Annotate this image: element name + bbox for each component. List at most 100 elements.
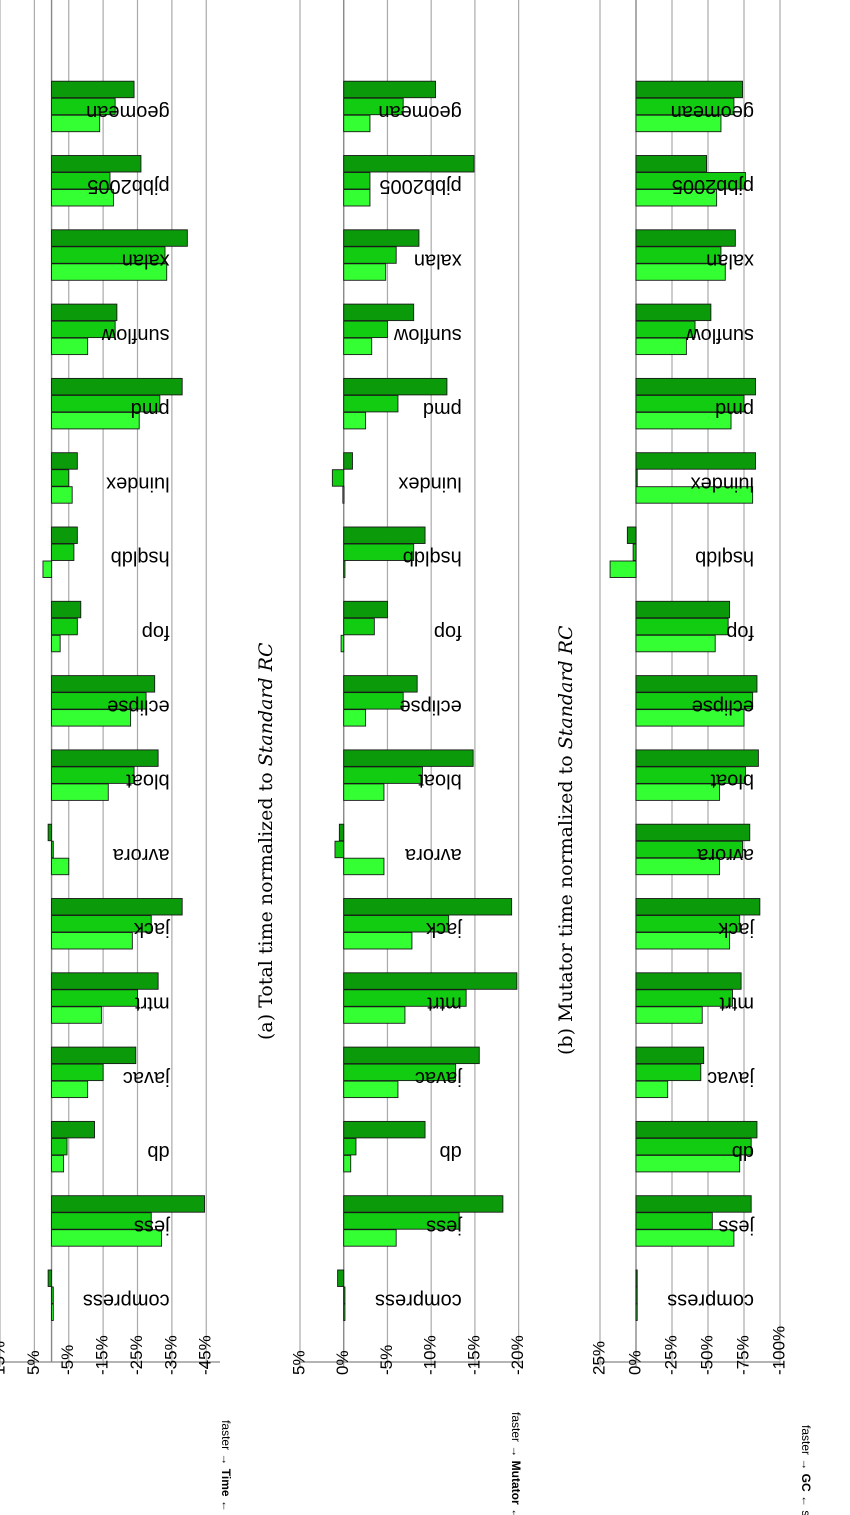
bar-mid-db bbox=[635, 1137, 752, 1156]
bar-mid-avrora bbox=[334, 840, 345, 859]
category-label-fop: fop bbox=[142, 621, 170, 643]
category-label-bloat: bloat bbox=[126, 770, 170, 792]
bar-dark-avrora bbox=[47, 823, 53, 842]
bar-mid-geomean bbox=[343, 97, 404, 116]
bar-light-luindex bbox=[51, 486, 73, 504]
bar-dark-xalan bbox=[343, 229, 420, 247]
tick-label: -5% bbox=[58, 1345, 77, 1375]
tick-label: -5% bbox=[377, 1345, 396, 1375]
bar-mid-geomean bbox=[51, 97, 116, 116]
bar-light-hsqldb bbox=[343, 560, 346, 578]
bar-light-eclipse bbox=[343, 709, 367, 727]
bar-light-hsqldb bbox=[42, 560, 53, 578]
bar-mid-sunflow bbox=[343, 320, 388, 339]
bar-light-compress bbox=[51, 1303, 54, 1321]
tick-label: 25% bbox=[589, 1341, 608, 1375]
category-label-jess: jess bbox=[426, 1215, 463, 1237]
bar-light-xalan bbox=[51, 263, 168, 281]
tick-label: -100% bbox=[769, 1326, 788, 1375]
category-label-pmd: pmd bbox=[715, 398, 754, 420]
bar-light-compress bbox=[635, 1303, 638, 1321]
bar-light-geomean bbox=[51, 114, 101, 133]
bar-mid-hsqldb bbox=[343, 543, 415, 561]
bar-light-pmd bbox=[51, 411, 140, 430]
bar-mid-jess bbox=[51, 1212, 152, 1230]
bar-light-fop bbox=[51, 634, 61, 653]
category-label-sunflow: sunflow bbox=[686, 324, 754, 346]
bar-dark-hsqldb bbox=[343, 526, 426, 544]
bar-mid-jack bbox=[51, 915, 152, 933]
bar-dark-db bbox=[343, 1120, 426, 1139]
bar-light-fop bbox=[635, 634, 716, 653]
bar-light-sunflow bbox=[343, 337, 373, 356]
bar-dark-compress bbox=[47, 1269, 53, 1287]
bar-dark-luindex bbox=[635, 452, 756, 470]
bar-dark-mtrt bbox=[51, 972, 159, 990]
bar-dark-xalan bbox=[635, 229, 736, 247]
category-label-geomean: geomean bbox=[671, 101, 754, 123]
bar-dark-compress bbox=[337, 1269, 345, 1287]
category-label-pmd: pmd bbox=[131, 398, 170, 420]
tick-label: 0% bbox=[333, 1350, 352, 1375]
category-label-xalan: xalan bbox=[706, 250, 754, 272]
bar-light-geomean bbox=[343, 114, 371, 133]
category-label-mtrt: mtrt bbox=[427, 993, 462, 1015]
category-label-luindex: luindex bbox=[398, 472, 461, 494]
bar-mid-compress bbox=[343, 1286, 346, 1304]
bar-light-db bbox=[51, 1154, 65, 1173]
bar-dark-pjbb2005 bbox=[343, 155, 475, 173]
tick-label: -75% bbox=[733, 1335, 752, 1375]
category-label-pjbb2005: pjbb2005 bbox=[672, 175, 754, 197]
category-label-compress: compress bbox=[667, 1290, 754, 1312]
total-time-chart: 15% 5% -5% -15% -25% -35% -45% faster → Time ← … bbox=[0, 0, 233, 1515]
bar-light-pjbb2005 bbox=[635, 189, 718, 207]
bar-light-jack bbox=[51, 932, 133, 950]
bar-light-eclipse bbox=[635, 709, 745, 727]
bar-light-mtrt bbox=[343, 1006, 406, 1024]
tick-label: -15% bbox=[464, 1335, 483, 1375]
bar-dark-pjbb2005 bbox=[51, 155, 142, 173]
bar-dark-eclipse bbox=[51, 675, 156, 693]
bar-dark-pjbb2005 bbox=[635, 155, 708, 173]
bar-light-bloat bbox=[51, 783, 109, 801]
category-label-bloat: bloat bbox=[710, 770, 754, 792]
bar-light-mtrt bbox=[635, 1006, 703, 1024]
bar-dark-fop bbox=[635, 600, 731, 619]
bar-dark-db bbox=[635, 1120, 758, 1139]
bar-dark-jack bbox=[51, 898, 183, 916]
category-label-jess: jess bbox=[134, 1215, 171, 1237]
bar-light-jess bbox=[51, 1229, 163, 1247]
category-label-jess: jess bbox=[718, 1215, 755, 1237]
category-label-xalan: xalan bbox=[122, 250, 170, 272]
category-label-bloat: bloat bbox=[418, 770, 462, 792]
bar-mid-javac bbox=[51, 1063, 104, 1082]
bar-light-avrora bbox=[343, 857, 385, 876]
tick-label: -50% bbox=[697, 1335, 716, 1375]
category-label-hsqldb: hsqldb bbox=[403, 547, 462, 569]
bar-light-fop bbox=[340, 634, 345, 653]
bar-light-bloat bbox=[635, 783, 720, 801]
bar-mid-pjbb2005 bbox=[635, 172, 746, 190]
category-label-javac: javac bbox=[415, 1067, 463, 1089]
category-label-sunflow: sunflow bbox=[393, 324, 461, 346]
tick-label: 0% bbox=[625, 1350, 644, 1375]
bar-dark-geomean bbox=[635, 80, 744, 99]
bar-mid-sunflow bbox=[51, 320, 116, 339]
bar-light-jess bbox=[635, 1229, 735, 1247]
category-label-mtrt: mtrt bbox=[719, 993, 754, 1015]
tick-label: -10% bbox=[421, 1335, 440, 1375]
category-label-fop: fop bbox=[434, 621, 462, 643]
caption-a: (a) Total time normalized to Standard RC bbox=[255, 642, 277, 1040]
bar-light-avrora bbox=[635, 857, 720, 876]
bar-mid-fop bbox=[635, 617, 729, 636]
category-label-xalan: xalan bbox=[414, 250, 462, 272]
category-label-jack: jack bbox=[717, 918, 755, 940]
bar-dark-hsqldb bbox=[626, 526, 637, 544]
category-label-geomean: geomean bbox=[378, 101, 461, 123]
bar-dark-javac bbox=[635, 1046, 705, 1065]
bar-dark-xalan bbox=[51, 229, 188, 247]
category-label-luindex: luindex bbox=[106, 472, 169, 494]
category-label-jack: jack bbox=[133, 918, 171, 940]
bar-mid-bloat bbox=[635, 766, 746, 784]
bar-mid-javac bbox=[343, 1063, 457, 1082]
